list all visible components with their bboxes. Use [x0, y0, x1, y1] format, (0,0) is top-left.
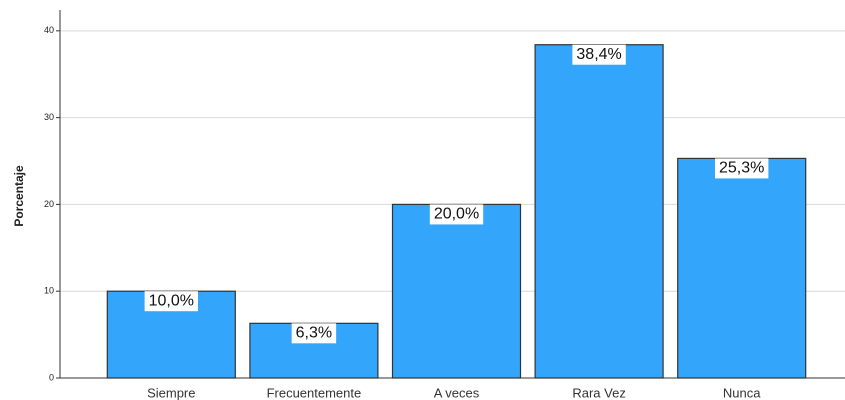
value-label-bg: [144, 291, 198, 312]
value-label: 20,0%: [434, 206, 479, 223]
value-label: 6,3%: [296, 325, 332, 342]
x-tick-label: A veces: [434, 385, 480, 400]
value-label: 25,3%: [719, 160, 764, 177]
x-tick-label: Frecuentemente: [267, 385, 362, 400]
value-label-bg: [572, 44, 626, 65]
x-tick-label: Rara Vez: [572, 385, 625, 400]
value-label-bg: [291, 323, 337, 344]
y-tick-label: 20: [44, 199, 54, 209]
y-tick-label: 0: [49, 372, 54, 382]
y-axis-label: Porcentaje: [12, 165, 26, 227]
value-label: 38,4%: [576, 46, 621, 63]
y-tick-label: 10: [44, 286, 54, 296]
x-tick-label: Nunca: [723, 385, 761, 400]
bar: [391, 203, 522, 379]
y-tick-label: 40: [44, 25, 54, 35]
value-label-bg: [429, 204, 484, 225]
bar: [534, 44, 664, 379]
y-tick-label: 30: [44, 112, 54, 122]
value-label: 10,0%: [149, 292, 194, 309]
x-tick-label: Siempre: [147, 385, 195, 400]
value-label-bg: [715, 158, 769, 179]
bar: [677, 157, 807, 379]
